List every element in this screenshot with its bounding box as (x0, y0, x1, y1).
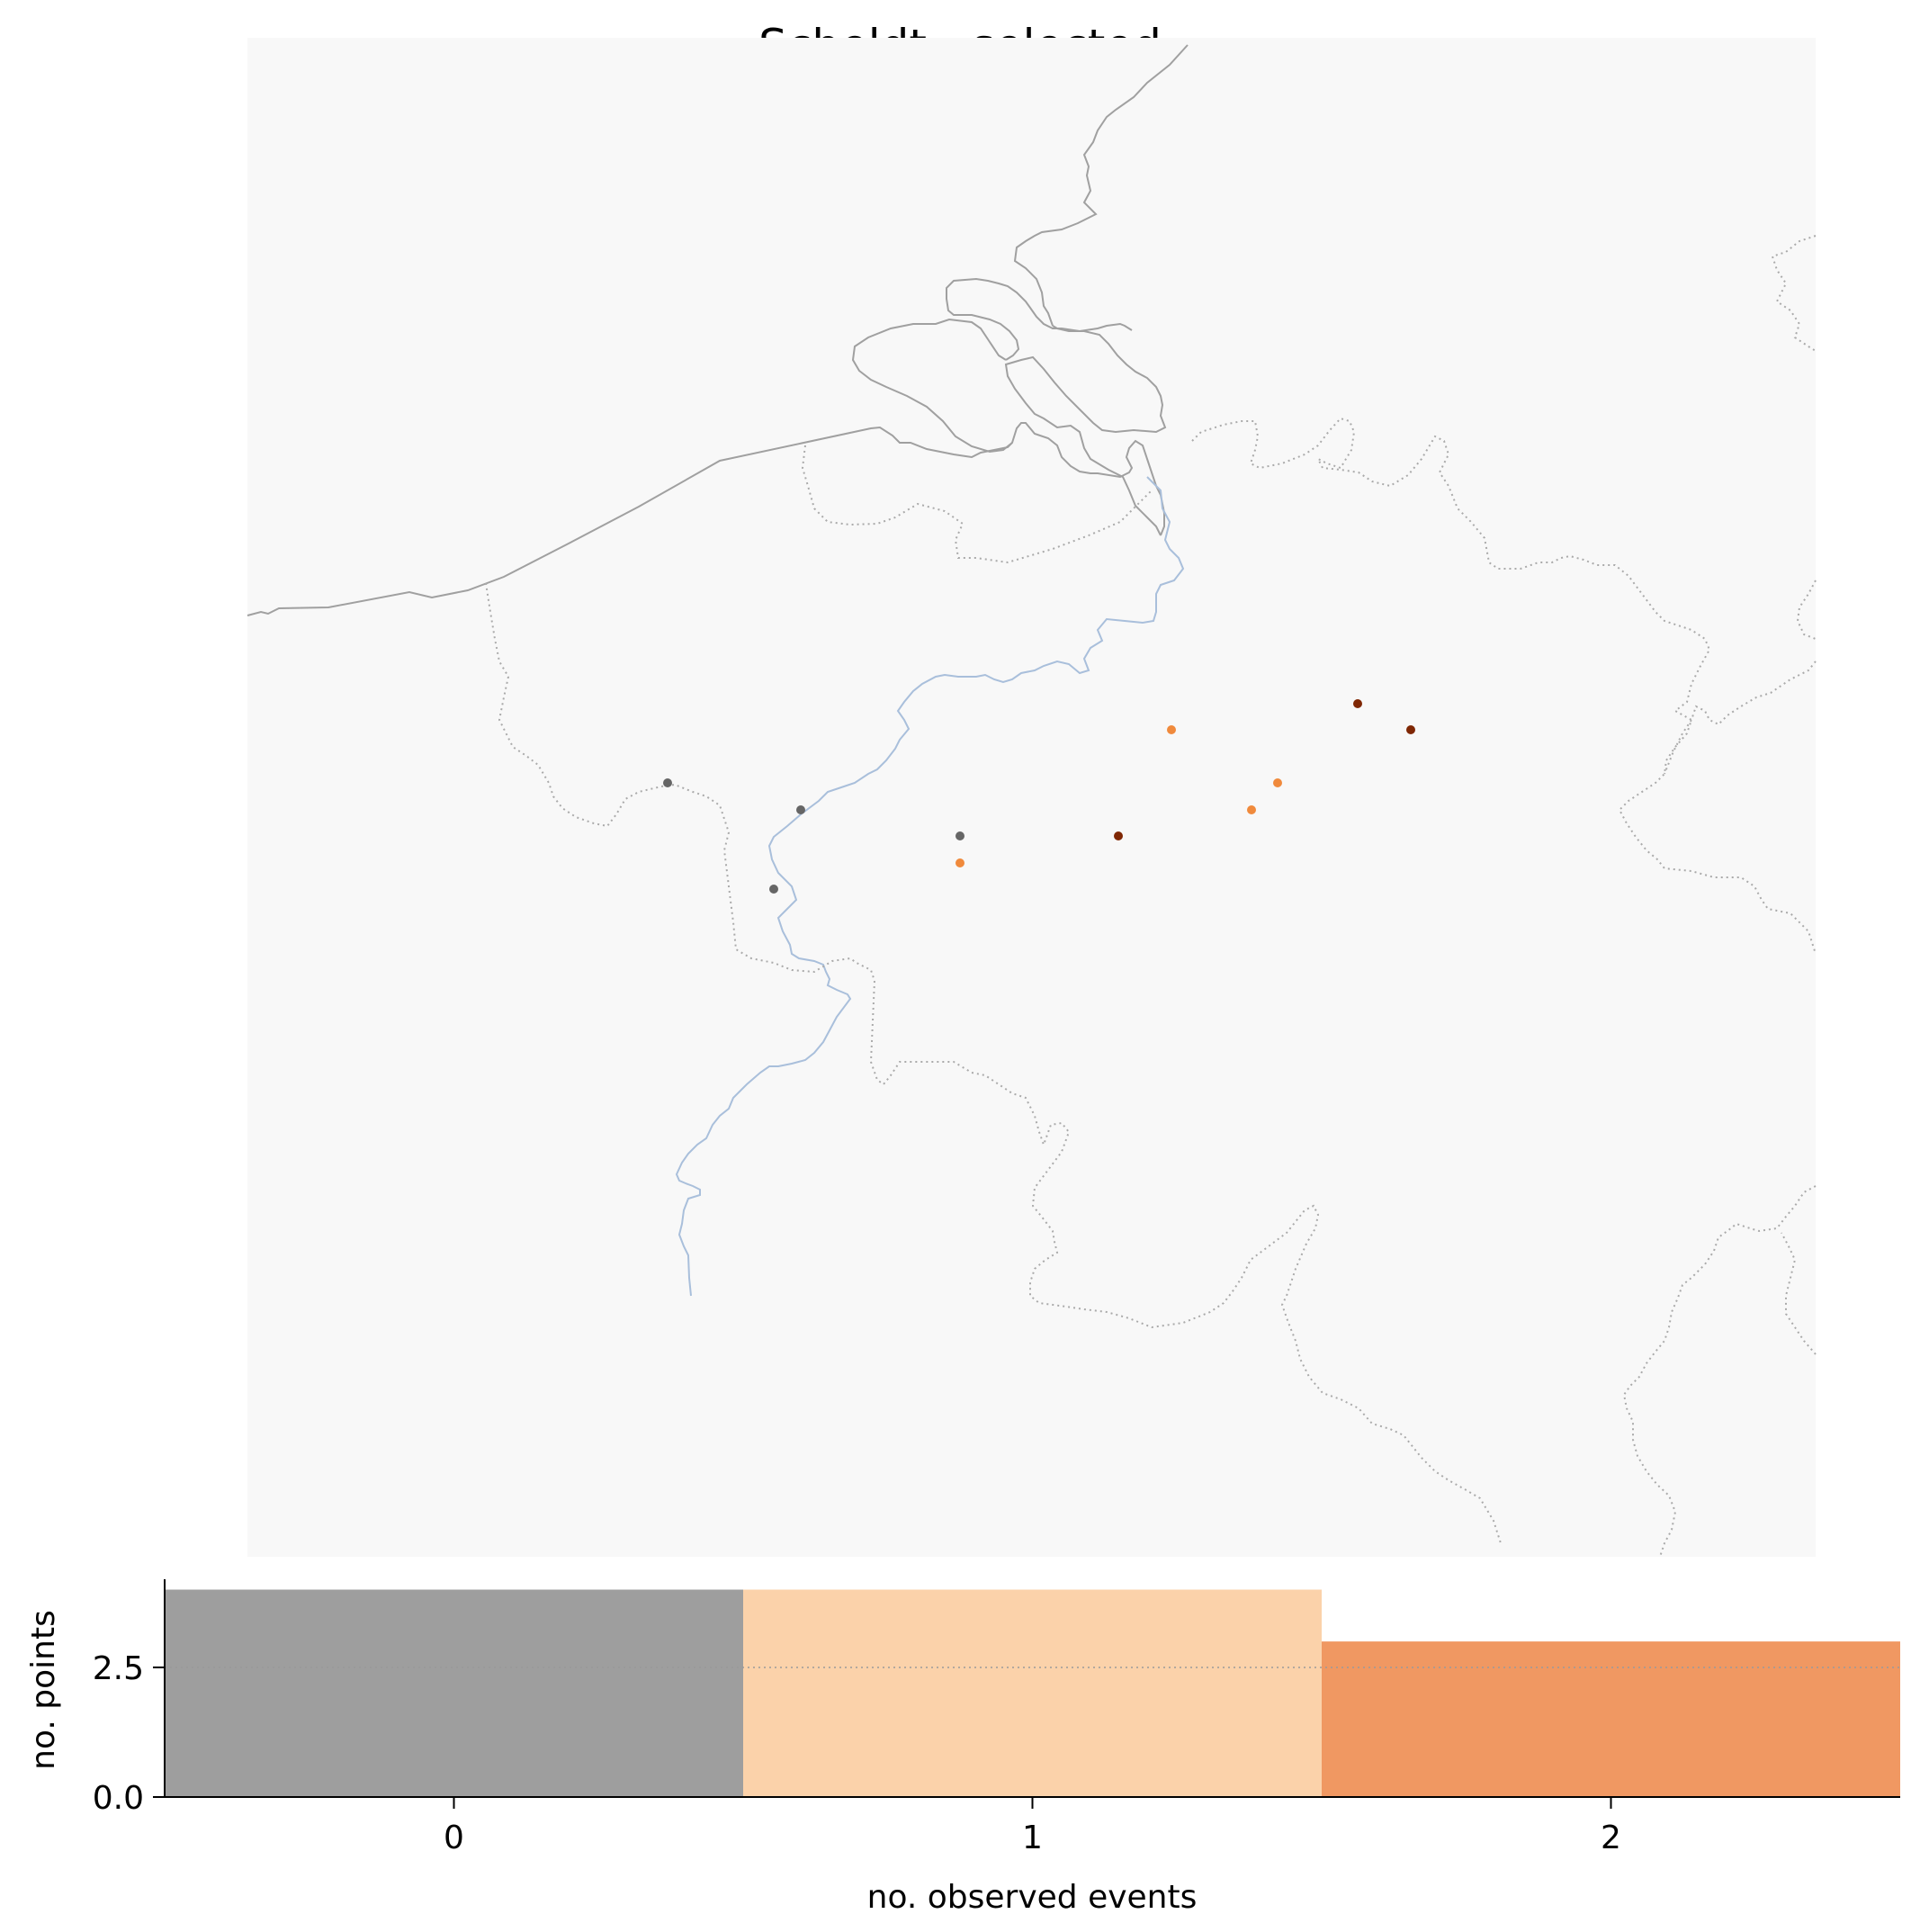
border-se-2 (1781, 1232, 1817, 1355)
border-east (1191, 417, 1817, 955)
coastline-island-1 (1004, 325, 1167, 536)
y-tick-label: 2.5 (93, 1650, 144, 1687)
bar-2 (1322, 1641, 1900, 1797)
y-ticks: 0.0 2.5 (93, 1650, 165, 1817)
point-events-0 (769, 885, 778, 894)
y-tick-label: 0.0 (93, 1780, 144, 1817)
point-events-1 (1167, 725, 1176, 734)
river-scheldt (675, 476, 1185, 1297)
coastline (247, 422, 1165, 616)
bar-0 (165, 1589, 743, 1797)
point-events-2 (1114, 831, 1123, 840)
histogram-panel: 0.0 2.5 0 1 2 no. observed events no. po… (25, 1579, 1900, 1916)
point-events-1 (956, 858, 964, 867)
point-events-2 (1406, 725, 1415, 734)
coastline-island-3 (851, 318, 1013, 454)
point-events-0 (663, 778, 672, 787)
y-axis-label: no. points (25, 1610, 62, 1770)
x-ticks: 0 1 2 (444, 1797, 1621, 1856)
border-east-3 (1796, 580, 1817, 640)
x-tick-label: 0 (444, 1820, 464, 1856)
coastline-island-2 (946, 277, 1133, 361)
map-panel (247, 38, 1817, 1558)
station-points (663, 699, 1415, 894)
point-events-1 (1247, 805, 1256, 814)
point-events-0 (796, 805, 805, 814)
borders (485, 235, 1817, 1558)
point-events-0 (956, 831, 964, 840)
border-se (1622, 1185, 1817, 1558)
border-west (485, 582, 1502, 1544)
x-tick-label: 1 (1022, 1820, 1043, 1856)
x-axis-label: no. observed events (867, 1879, 1198, 1916)
coastline-north (1013, 44, 1189, 327)
bars-group (165, 1589, 1900, 1797)
x-tick-label: 2 (1601, 1820, 1621, 1856)
bar-1 (743, 1589, 1322, 1797)
map-background (247, 38, 1816, 1557)
point-events-2 (1353, 699, 1362, 708)
point-events-1 (1273, 778, 1282, 787)
